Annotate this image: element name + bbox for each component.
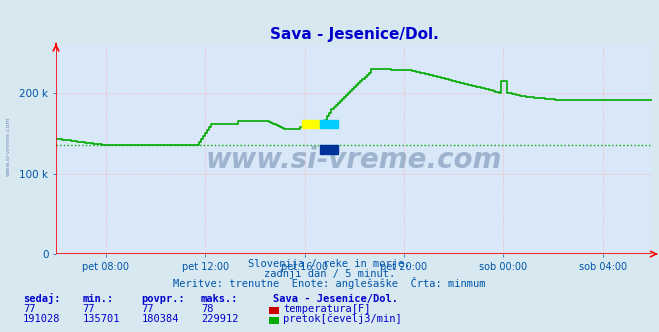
Text: zadnji dan / 5 minut.: zadnji dan / 5 minut. [264, 269, 395, 279]
Text: 135701: 135701 [82, 314, 120, 324]
Text: Slovenija / reke in morje.: Slovenija / reke in morje. [248, 259, 411, 269]
Text: 77: 77 [142, 304, 154, 314]
Text: 229912: 229912 [201, 314, 239, 324]
Text: pretok[čevelj3/min]: pretok[čevelj3/min] [283, 313, 402, 324]
Text: temperatura[F]: temperatura[F] [283, 304, 371, 314]
Text: povpr.:: povpr.: [142, 294, 185, 304]
Bar [302, 120, 320, 128]
Text: www.si-vreme.com: www.si-vreme.com [5, 116, 11, 176]
Text: Meritve: trenutne  Enote: anglešaške  Črta: minmum: Meritve: trenutne Enote: anglešaške Črta… [173, 277, 486, 289]
Text: 77: 77 [82, 304, 95, 314]
Text: 180384: 180384 [142, 314, 179, 324]
Bar [320, 120, 337, 128]
Bar [320, 145, 337, 154]
Text: Sava - Jesenice/Dol.: Sava - Jesenice/Dol. [273, 294, 399, 304]
Title: Sava - Jesenice/Dol.: Sava - Jesenice/Dol. [270, 27, 439, 42]
Text: maks.:: maks.: [201, 294, 239, 304]
Text: min.:: min.: [82, 294, 113, 304]
Text: 78: 78 [201, 304, 214, 314]
Text: 191028: 191028 [23, 314, 61, 324]
Text: 77: 77 [23, 304, 36, 314]
Text: sedaj:: sedaj: [23, 293, 61, 304]
Text: www.si-vreme.com: www.si-vreme.com [206, 146, 502, 174]
